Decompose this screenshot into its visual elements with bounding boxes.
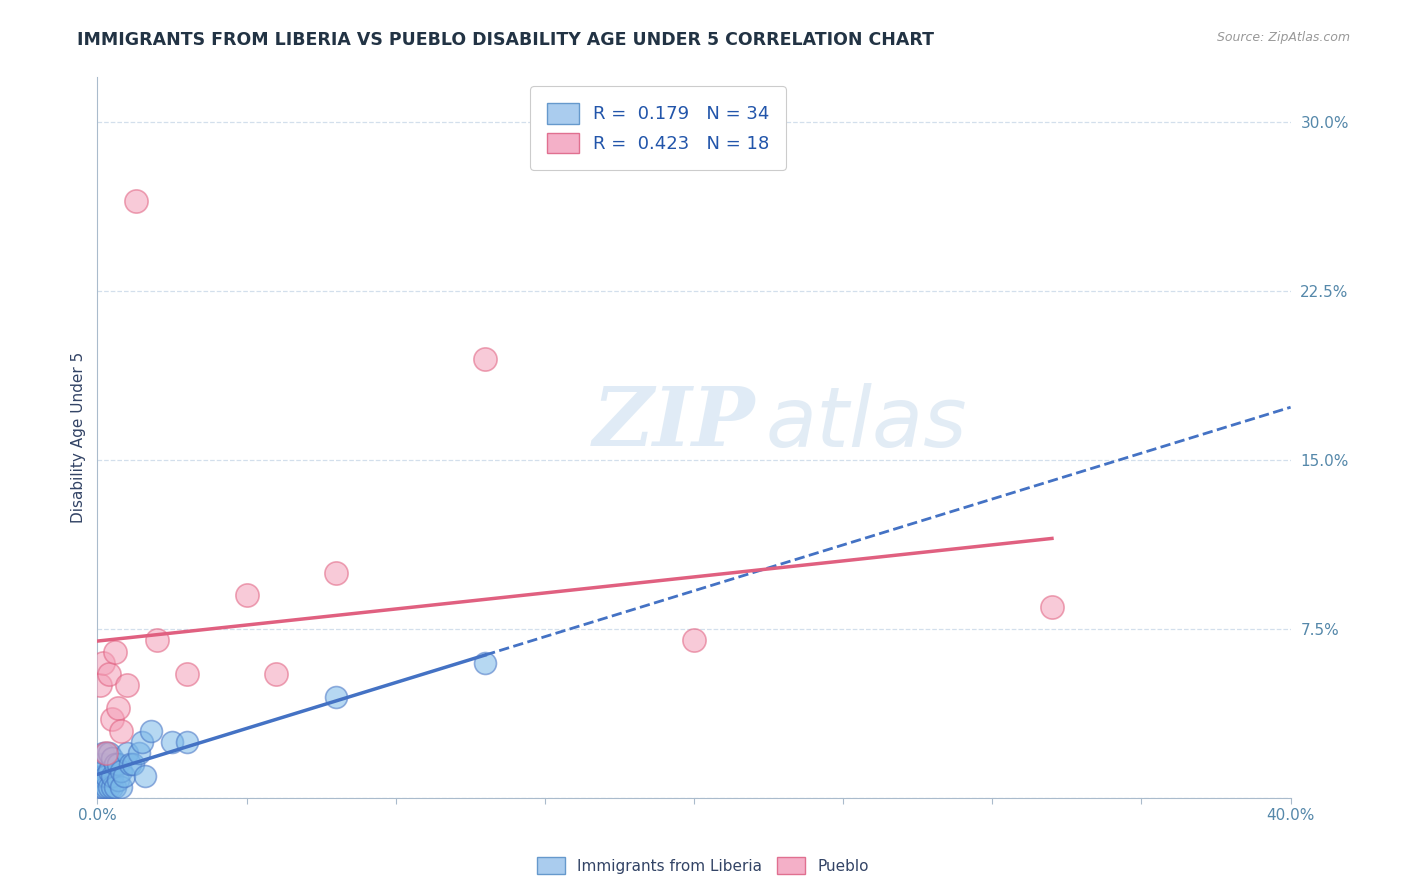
Point <box>107 772 129 787</box>
Point <box>110 780 132 794</box>
Point <box>134 768 156 782</box>
Point <box>266 667 288 681</box>
Point <box>1040 599 1063 614</box>
Point <box>115 746 138 760</box>
Text: IMMIGRANTS FROM LIBERIA VS PUEBLO DISABILITY AGE UNDER 5 CORRELATION CHART: IMMIGRANTS FROM LIBERIA VS PUEBLO DISABI… <box>77 31 935 49</box>
Point <box>131 735 153 749</box>
Point <box>110 764 132 778</box>
Point <box>122 757 145 772</box>
Point <box>96 746 118 760</box>
Point <box>96 780 118 794</box>
Point <box>89 678 111 692</box>
Point <box>101 750 124 764</box>
Point <box>91 768 114 782</box>
Text: atlas: atlas <box>766 383 967 464</box>
Point <box>176 735 198 749</box>
Point <box>125 194 148 209</box>
Legend: Immigrants from Liberia, Pueblo: Immigrants from Liberia, Pueblo <box>531 851 875 880</box>
Point <box>91 656 114 670</box>
Point <box>176 667 198 681</box>
Point <box>683 633 706 648</box>
Point <box>98 764 121 778</box>
Point <box>107 701 129 715</box>
Point <box>110 723 132 738</box>
Point <box>89 768 111 782</box>
Point <box>104 645 127 659</box>
Point <box>325 690 347 704</box>
Point <box>235 588 257 602</box>
Point <box>98 780 121 794</box>
Point <box>101 780 124 794</box>
Point <box>101 712 124 726</box>
Point <box>474 351 496 366</box>
Point <box>98 746 121 760</box>
Point <box>112 768 135 782</box>
Point <box>91 746 114 760</box>
Point <box>96 746 118 760</box>
Point <box>101 768 124 782</box>
Point <box>146 633 169 648</box>
Point <box>128 746 150 760</box>
Legend: R =  0.179   N = 34, R =  0.423   N = 18: R = 0.179 N = 34, R = 0.423 N = 18 <box>530 87 786 169</box>
Text: ZIP: ZIP <box>592 384 755 463</box>
Point <box>115 678 138 692</box>
Text: Source: ZipAtlas.com: Source: ZipAtlas.com <box>1216 31 1350 45</box>
Point <box>91 780 114 794</box>
Point <box>107 757 129 772</box>
Point <box>89 757 111 772</box>
Point <box>160 735 183 749</box>
Point <box>120 757 142 772</box>
Point <box>91 757 114 772</box>
Y-axis label: Disability Age Under 5: Disability Age Under 5 <box>72 352 86 524</box>
Point <box>139 723 162 738</box>
Point <box>96 768 118 782</box>
Point <box>98 667 121 681</box>
Point <box>104 780 127 794</box>
Point <box>104 757 127 772</box>
Point <box>474 656 496 670</box>
Point <box>89 780 111 794</box>
Point <box>325 566 347 580</box>
